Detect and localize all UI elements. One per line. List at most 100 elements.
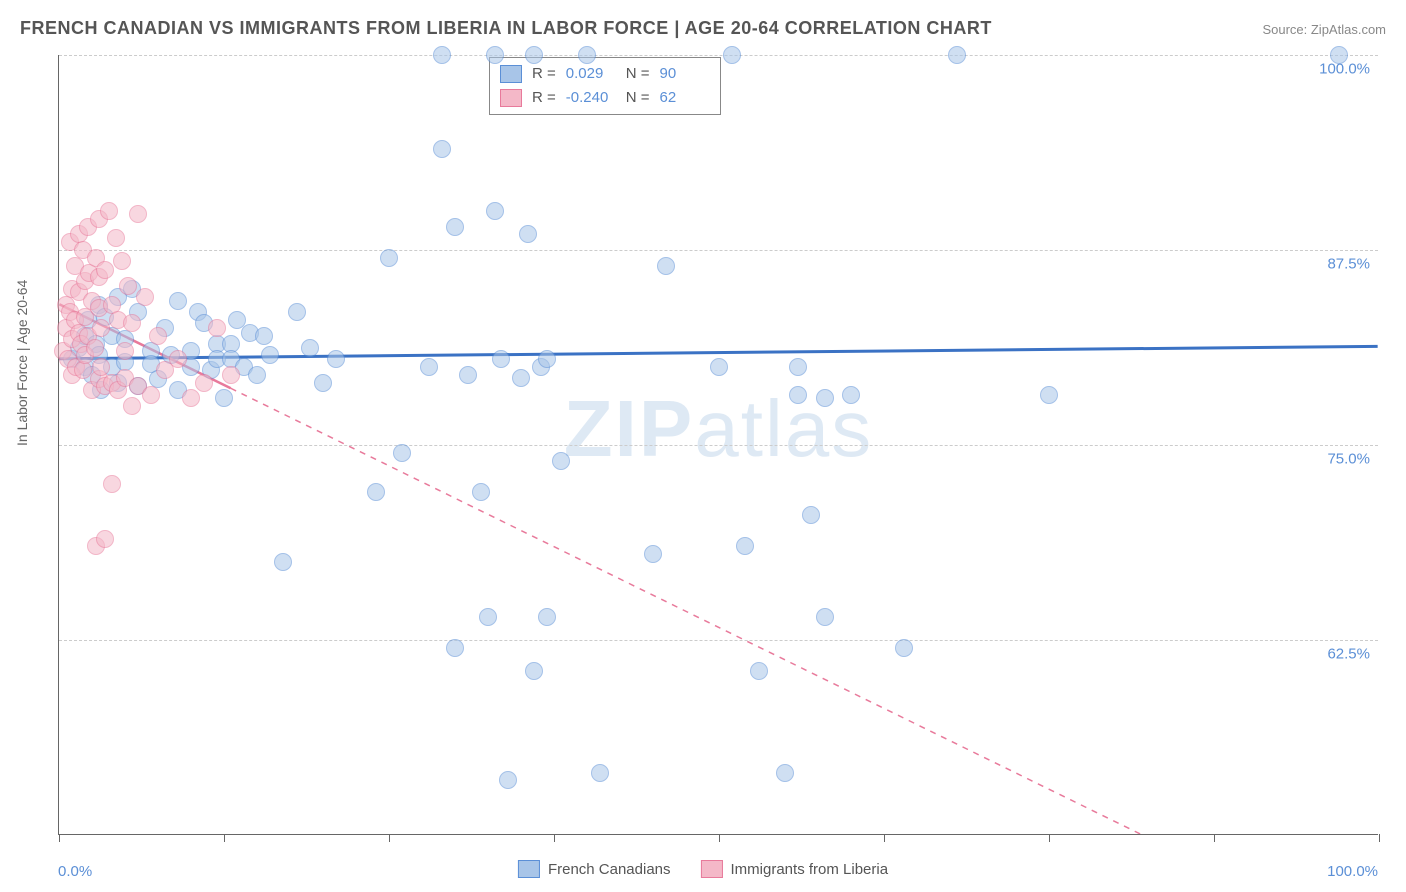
data-point (103, 475, 121, 493)
data-point (208, 319, 226, 337)
data-point (327, 350, 345, 368)
data-point (750, 662, 768, 680)
gridline-h (59, 55, 1378, 56)
n-value-series1: 90 (660, 62, 710, 86)
x-tick (1379, 834, 1380, 842)
data-point (433, 140, 451, 158)
data-point (446, 639, 464, 657)
data-point (499, 771, 517, 789)
data-point (393, 444, 411, 462)
legend-label-series2: Immigrants from Liberia (731, 861, 889, 878)
x-axis-label-0: 0.0% (58, 863, 92, 880)
data-point (92, 319, 110, 337)
data-point (776, 764, 794, 782)
gridline-h (59, 445, 1378, 446)
data-point (472, 483, 490, 501)
x-tick (59, 834, 60, 842)
data-point (552, 452, 570, 470)
data-point (367, 483, 385, 501)
data-point (169, 350, 187, 368)
legend-item-series1: French Canadians (518, 860, 671, 878)
data-point (86, 339, 104, 357)
data-point (1040, 386, 1058, 404)
data-point (789, 386, 807, 404)
data-point (591, 764, 609, 782)
x-tick (1049, 834, 1050, 842)
data-point (816, 608, 834, 626)
y-tick-label: 75.0% (1327, 451, 1370, 468)
data-point (420, 358, 438, 376)
data-point (136, 288, 154, 306)
data-point (802, 506, 820, 524)
data-point (113, 252, 131, 270)
source-label: Source: ZipAtlas.com (1262, 22, 1386, 37)
data-point (100, 202, 118, 220)
data-point (314, 374, 332, 392)
data-point (816, 389, 834, 407)
r-label: R = (532, 86, 556, 110)
swatch-series2-bottom (701, 860, 723, 878)
x-axis-label-100: 100.0% (1327, 863, 1378, 880)
chart-container: FRENCH CANADIAN VS IMMIGRANTS FROM LIBER… (0, 0, 1406, 892)
data-point (107, 229, 125, 247)
data-point (486, 46, 504, 64)
r-label: R = (532, 62, 556, 86)
data-point (538, 608, 556, 626)
r-value-series1: 0.029 (566, 62, 616, 86)
data-point (248, 366, 266, 384)
gridline-h (59, 250, 1378, 251)
swatch-series1 (500, 65, 522, 83)
data-point (215, 389, 233, 407)
data-point (895, 639, 913, 657)
data-point (492, 350, 510, 368)
data-point (789, 358, 807, 376)
y-axis-label: In Labor Force | Age 20-64 (14, 280, 30, 446)
legend-item-series2: Immigrants from Liberia (701, 860, 889, 878)
data-point (380, 249, 398, 267)
data-point (288, 303, 306, 321)
x-tick (554, 834, 555, 842)
data-point (149, 327, 167, 345)
legend-label-series1: French Canadians (548, 861, 671, 878)
data-point (842, 386, 860, 404)
r-value-series2: -0.240 (566, 86, 616, 110)
y-tick-label: 87.5% (1327, 256, 1370, 273)
x-tick (1214, 834, 1215, 842)
chart-title: FRENCH CANADIAN VS IMMIGRANTS FROM LIBER… (20, 18, 992, 39)
x-tick (719, 834, 720, 842)
data-point (261, 346, 279, 364)
data-point (657, 257, 675, 275)
data-point (301, 339, 319, 357)
data-point (512, 369, 530, 387)
data-point (255, 327, 273, 345)
x-tick (224, 834, 225, 842)
data-point (538, 350, 556, 368)
data-point (479, 608, 497, 626)
data-point (274, 553, 292, 571)
data-point (119, 277, 137, 295)
data-point (222, 366, 240, 384)
swatch-series2 (500, 89, 522, 107)
data-point (486, 202, 504, 220)
n-label: N = (626, 62, 650, 86)
data-point (446, 218, 464, 236)
data-point (116, 342, 134, 360)
n-value-series2: 62 (660, 86, 710, 110)
data-point (736, 537, 754, 555)
x-tick (884, 834, 885, 842)
data-point (519, 225, 537, 243)
stats-legend-box: R = 0.029 N = 90 R = -0.240 N = 62 (489, 57, 721, 115)
data-point (142, 386, 160, 404)
data-point (459, 366, 477, 384)
bottom-legend: French Canadians Immigrants from Liberia (518, 860, 888, 878)
data-point (525, 46, 543, 64)
swatch-series1-bottom (518, 860, 540, 878)
data-point (644, 545, 662, 563)
stats-row-series2: R = -0.240 N = 62 (500, 86, 710, 110)
data-point (433, 46, 451, 64)
data-point (1330, 46, 1348, 64)
stats-row-series1: R = 0.029 N = 90 (500, 62, 710, 86)
data-point (96, 530, 114, 548)
plot-area: ZIPatlas R = 0.029 N = 90 R = -0.240 N =… (58, 55, 1378, 835)
gridline-h (59, 640, 1378, 641)
